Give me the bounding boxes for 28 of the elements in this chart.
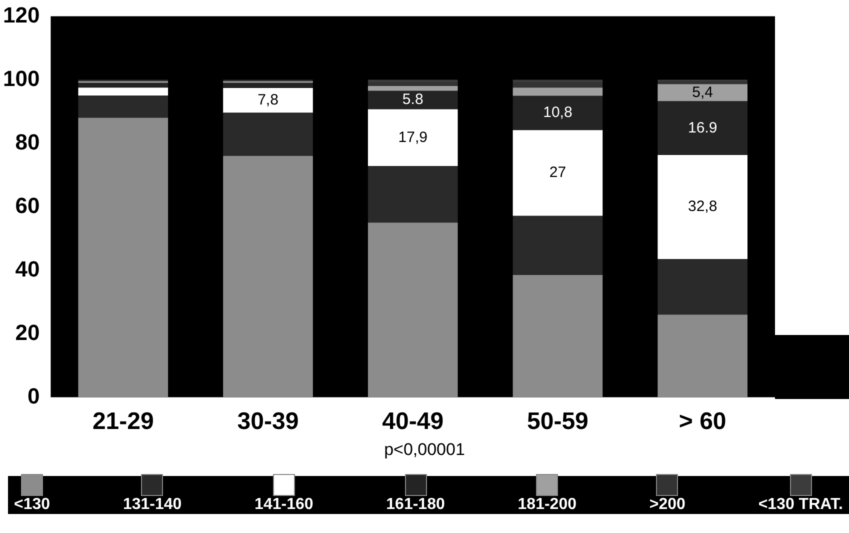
data-label: 32,8 xyxy=(688,198,718,216)
data-label: 5.8 xyxy=(402,91,424,108)
y-tick-label: 0 xyxy=(27,383,40,408)
data-label: 17,9 xyxy=(398,128,428,146)
y-tick-label: 120 xyxy=(2,2,40,28)
data-label: 7,8 xyxy=(258,91,278,108)
data-label: 5,4 xyxy=(692,84,713,101)
y-tick-label: 60 xyxy=(15,192,40,218)
x-tick-label: 40-49 xyxy=(382,408,444,436)
data-label: 10,8 xyxy=(543,104,572,122)
data-label: 16.9 xyxy=(688,119,718,136)
y-tick-label: 80 xyxy=(15,129,40,154)
text: p<0,00001 xyxy=(383,440,466,460)
legend-label: 161-180 xyxy=(386,496,445,514)
x-tick-label: 50-59 xyxy=(527,408,588,436)
x-tick-label: 21-29 xyxy=(92,408,154,436)
legend-label: <130 xyxy=(14,496,50,514)
y-tick-label: 20 xyxy=(15,320,40,345)
legend-label: <130 TRAT. xyxy=(758,496,843,514)
legend-label: >200 xyxy=(649,496,686,514)
data-label: 27 xyxy=(549,164,566,182)
y-tick-label: 40 xyxy=(15,256,40,282)
x-tick-label: > 60 xyxy=(678,408,726,436)
y-tick-label: 100 xyxy=(2,66,40,91)
legend-label: 181-200 xyxy=(518,496,576,514)
legend-label: 141-160 xyxy=(254,496,314,514)
x-tick-label: 30-39 xyxy=(237,408,299,436)
legend-label: 131-140 xyxy=(122,496,182,514)
